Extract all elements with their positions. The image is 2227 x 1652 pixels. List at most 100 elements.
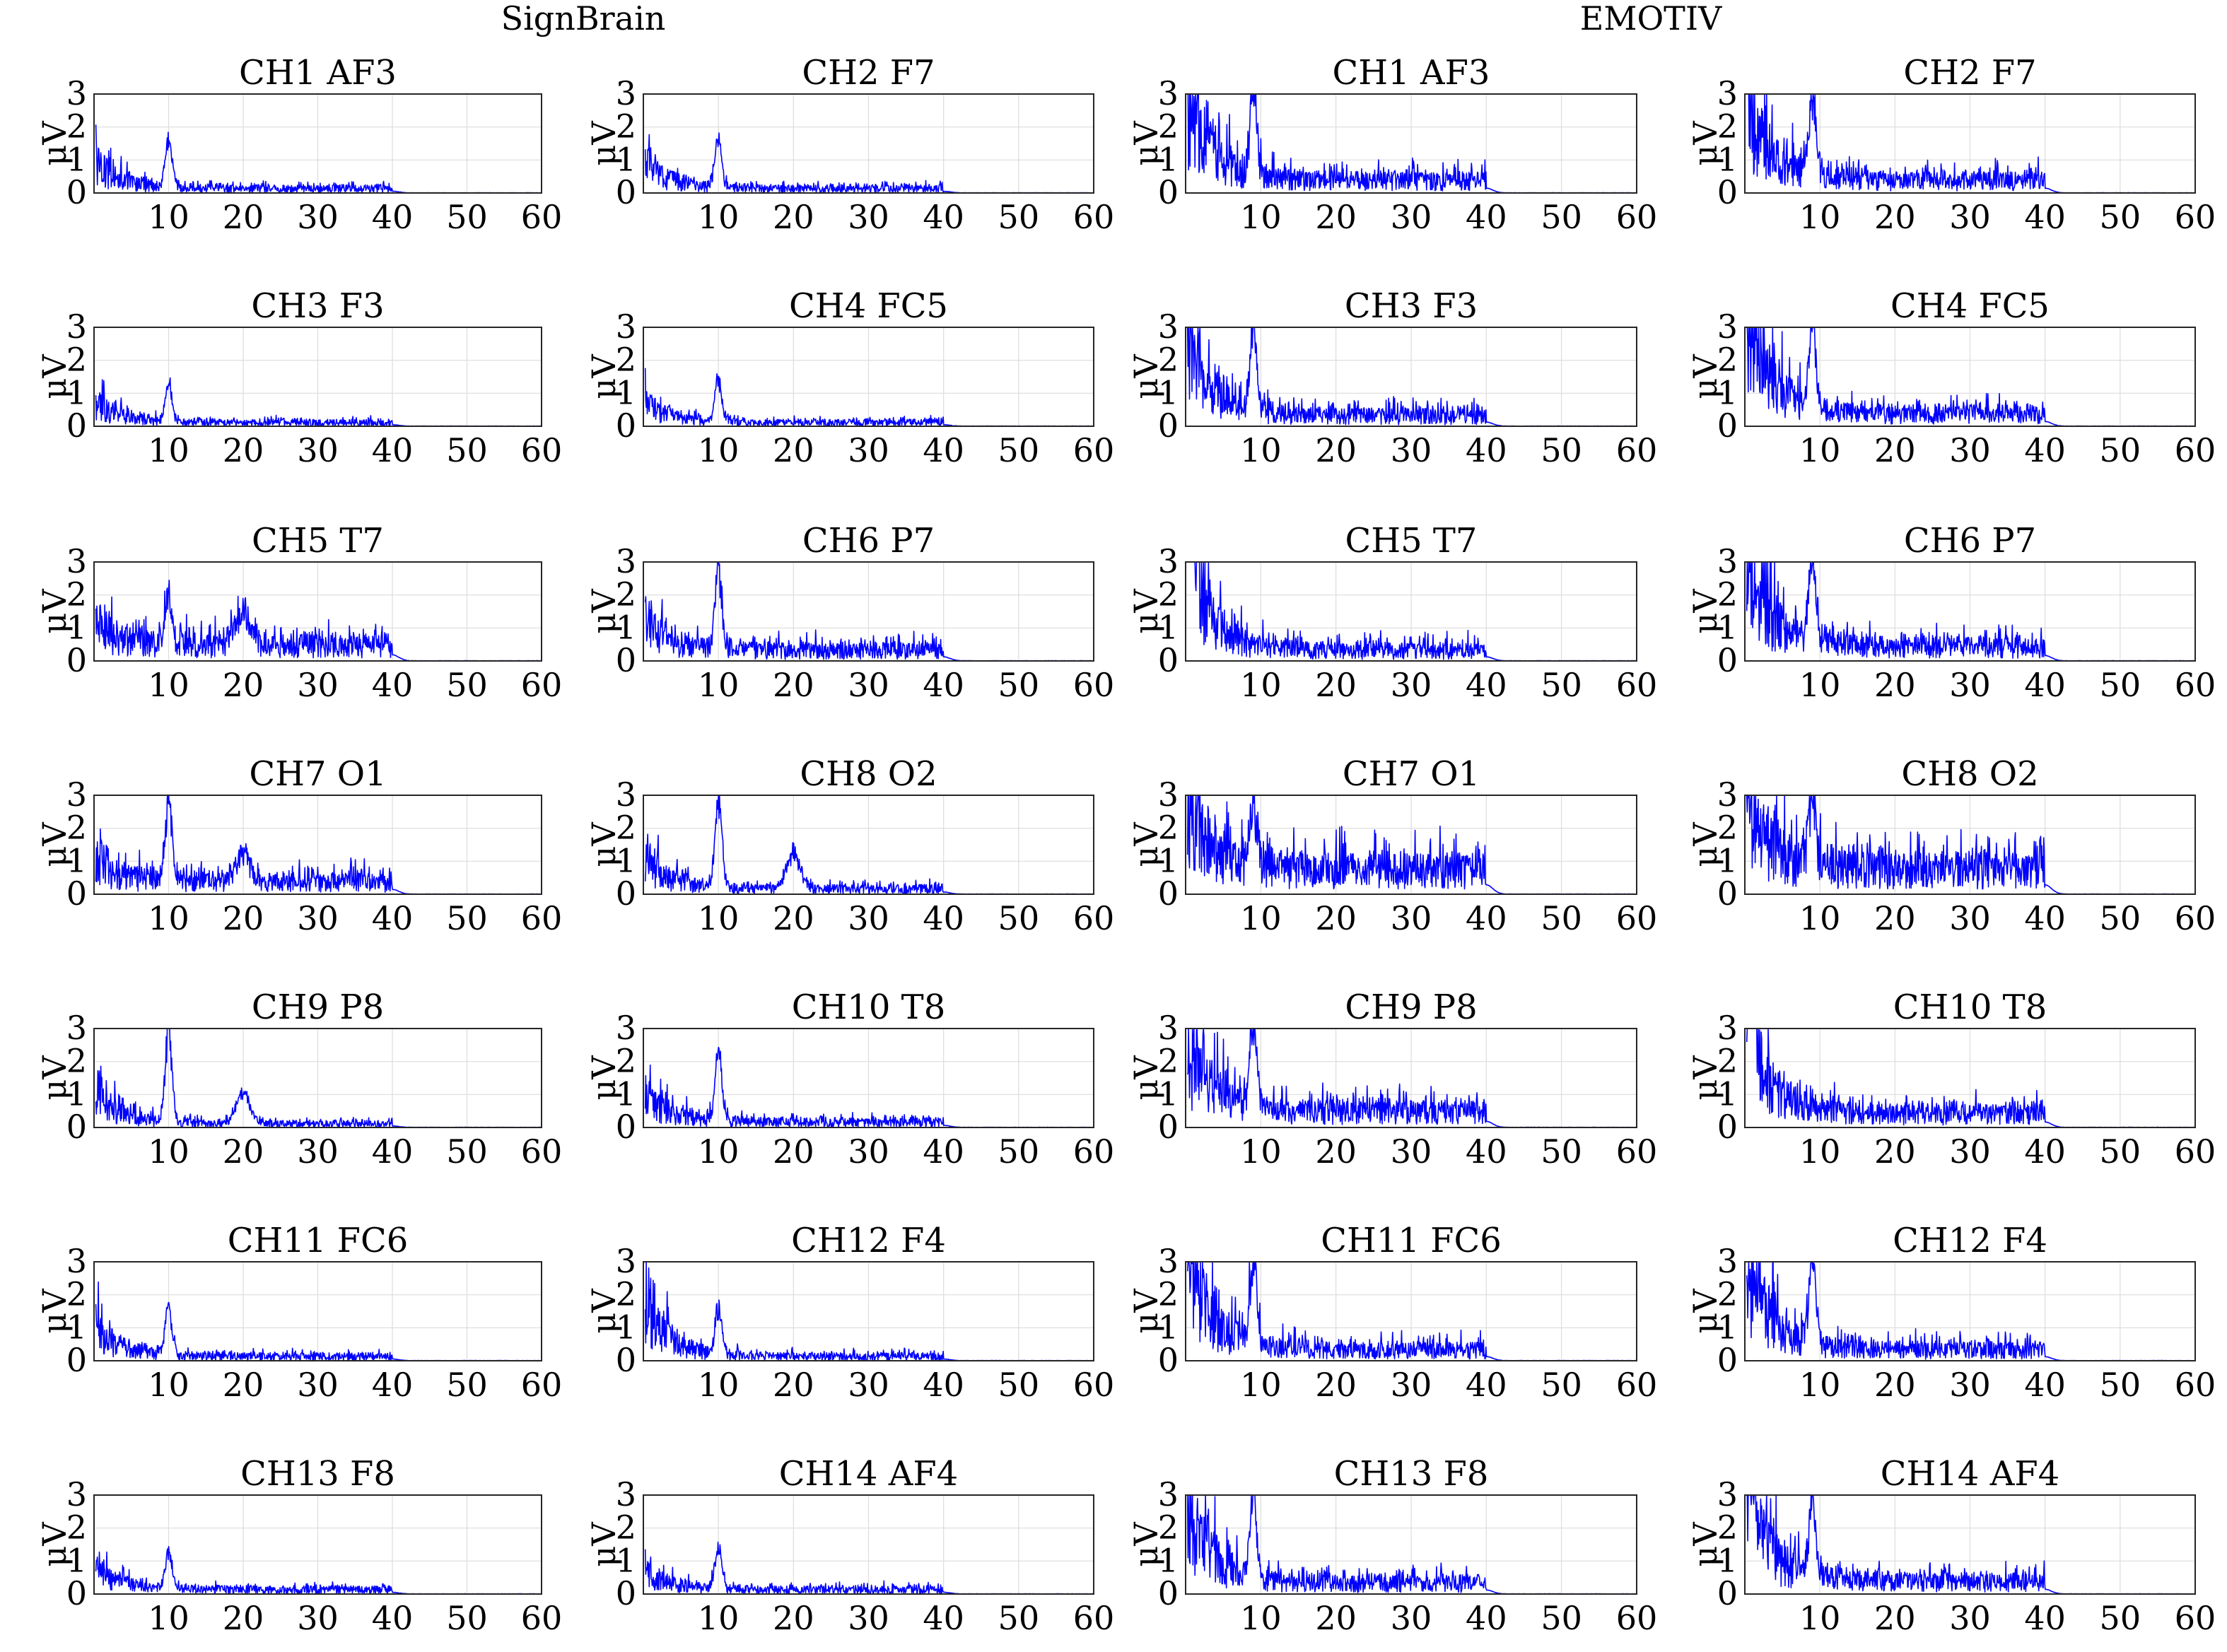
p3-emotiv-ch2-f7-axes-edge [1744,93,2196,194]
p9-signbrain-ch6-p7-xtick-label: 50 [998,666,1040,704]
p9-signbrain-ch6-p7-xtick-label: 60 [1073,666,1115,704]
p18-emotiv-ch9-p8-axes-edge [1185,1028,1637,1128]
p20-signbrain-ch11-fc6-axes-edge [93,1261,542,1361]
p10-emotiv-ch5-t7-ytick-label: 3 [1158,542,1179,580]
p1-signbrain-ch2-f7-ytick-label: 0 [616,173,636,211]
p19-emotiv-ch10-t8-xtick-label: 60 [2175,1132,2216,1171]
p27-emotiv-ch14-af4-xtick-label: 40 [2024,1599,2066,1637]
p23-emotiv-ch12-f4-xtick-label: 20 [1874,1366,1916,1404]
p12-signbrain-ch7-o1-xtick-label: 20 [223,899,264,937]
p0-signbrain-ch1-af3-xtick-label: 60 [521,198,563,236]
p15-emotiv-ch8-o2-axes-edge [1744,795,2196,895]
p12-signbrain-ch7-o1-axes-edge [93,795,542,895]
p13-signbrain-ch8-o2-xtick-label: 10 [698,899,740,937]
p0-signbrain-ch1-af3-title: CH1 AF3 [239,53,397,93]
p7-emotiv-ch4-fc5-axes-edge [1744,327,2196,427]
p19-emotiv-ch10-t8-xtick-label: 30 [1949,1132,1991,1171]
p26-emotiv-ch13-f8-ytick-label: 1 [1158,1541,1179,1579]
p4-signbrain-ch3-f3-axes-edge [93,327,542,427]
p9-signbrain-ch6-p7-ytick-label: 3 [616,542,636,580]
p9-signbrain-ch6-p7-xtick-label: 40 [923,666,964,704]
p6-emotiv-ch3-f3-ylabel: μV [1127,354,1165,399]
p11-emotiv-ch6-p7-ytick-label: 1 [1717,608,1738,646]
p27-emotiv-ch14-af4-ylabel: μV [1686,1522,1724,1567]
p15-emotiv-ch8-o2-xtick-label: 10 [1799,899,1841,937]
p13-signbrain-ch8-o2-ytick-label: 0 [616,874,636,913]
p8-signbrain-ch5-t7-axes-edge [93,561,542,662]
p4-signbrain-ch3-f3-ytick-label: 1 [66,373,87,411]
p3-emotiv-ch2-f7-ytick-label: 1 [1717,140,1738,178]
p9-signbrain-ch6-p7-xtick-label: 30 [848,666,889,704]
p18-emotiv-ch9-p8-xtick-label: 20 [1315,1132,1357,1171]
p9-signbrain-ch6-p7-xtick-label: 20 [773,666,814,704]
p6-emotiv-ch3-f3-xtick-label: 50 [1541,431,1582,469]
p23-emotiv-ch12-f4-xtick-label: 50 [2100,1366,2141,1404]
p21-signbrain-ch12-f4-xtick-label: 10 [698,1366,740,1404]
p26-emotiv-ch13-f8-title: CH13 F8 [1334,1454,1489,1494]
p9-signbrain-ch6-p7-axes-edge [643,561,1094,662]
p24-signbrain-ch13-f8-ytick-label: 1 [66,1541,87,1579]
p19-emotiv-ch10-t8-ytick-label: 3 [1717,1009,1738,1047]
p16-signbrain-ch9-p8-xtick-label: 20 [223,1132,264,1171]
p17-signbrain-ch10-t8-xtick-label: 40 [923,1132,964,1171]
p3-emotiv-ch2-f7-xtick-label: 10 [1799,198,1841,236]
p0-signbrain-ch1-af3-ylabel: μV [35,121,74,166]
p10-emotiv-ch5-t7-xtick-label: 50 [1541,666,1582,704]
p21-signbrain-ch12-f4-xtick-label: 20 [773,1366,814,1404]
p21-signbrain-ch12-f4-ytick-label: 0 [616,1341,636,1379]
p19-emotiv-ch10-t8-xtick-label: 40 [2024,1132,2066,1171]
p0-signbrain-ch1-af3-xtick-label: 20 [223,198,264,236]
p17-signbrain-ch10-t8-ytick-label: 2 [616,1042,636,1080]
p10-emotiv-ch5-t7-ytick-label: 0 [1158,641,1179,679]
p2-emotiv-ch1-af3-ytick-label: 3 [1158,74,1179,112]
p7-emotiv-ch4-fc5-ytick-label: 3 [1717,307,1738,346]
p27-emotiv-ch14-af4-title: CH14 AF4 [1881,1454,2059,1494]
p13-signbrain-ch8-o2-title: CH8 O2 [800,754,937,794]
p26-emotiv-ch13-f8-ytick-label: 2 [1158,1509,1179,1547]
p6-emotiv-ch3-f3-ytick-label: 1 [1158,373,1179,411]
p7-emotiv-ch4-fc5-xtick-label: 10 [1799,431,1841,469]
p7-emotiv-ch4-fc5-xtick-label: 60 [2175,431,2216,469]
p14-emotiv-ch7-o1-xtick-label: 50 [1541,899,1582,937]
p14-emotiv-ch7-o1-ytick-label: 2 [1158,809,1179,847]
p8-signbrain-ch5-t7-xtick-label: 30 [297,666,339,704]
p18-emotiv-ch9-p8-xtick-label: 50 [1541,1132,1582,1171]
p27-emotiv-ch14-af4-ytick-label: 0 [1717,1574,1738,1612]
p17-signbrain-ch10-t8-xtick-label: 50 [998,1132,1040,1171]
p22-emotiv-ch11-fc6-xtick-label: 60 [1616,1366,1658,1404]
p15-emotiv-ch8-o2-ytick-label: 1 [1717,841,1738,879]
p5-signbrain-ch4-fc5-ytick-label: 3 [616,307,636,346]
p12-signbrain-ch7-o1-ytick-label: 2 [66,809,87,847]
p19-emotiv-ch10-t8-title: CH10 T8 [1893,988,2047,1027]
p19-emotiv-ch10-t8-ylabel: μV [1686,1055,1724,1101]
p21-signbrain-ch12-f4-axes-edge [643,1261,1094,1361]
p16-signbrain-ch9-p8-axes-edge [93,1028,542,1128]
p18-emotiv-ch9-p8-title: CH9 P8 [1345,988,1477,1027]
p8-signbrain-ch5-t7-ytick-label: 3 [66,542,87,580]
p8-signbrain-ch5-t7-ytick-label: 0 [66,641,87,679]
p10-emotiv-ch5-t7-ytick-label: 1 [1158,608,1179,646]
p17-signbrain-ch10-t8-xtick-label: 20 [773,1132,814,1171]
p5-signbrain-ch4-fc5-xtick-label: 20 [773,431,814,469]
p26-emotiv-ch13-f8-ytick-label: 0 [1158,1574,1179,1612]
p12-signbrain-ch7-o1-xtick-label: 40 [372,899,414,937]
p12-signbrain-ch7-o1-ylabel: μV [35,822,74,867]
p16-signbrain-ch9-p8-ytick-label: 2 [66,1042,87,1080]
p9-signbrain-ch6-p7-title: CH6 P7 [802,521,935,561]
p17-signbrain-ch10-t8-ytick-label: 3 [616,1009,636,1047]
p26-emotiv-ch13-f8-ytick-label: 3 [1158,1475,1179,1513]
p14-emotiv-ch7-o1-title: CH7 O1 [1343,754,1480,794]
p12-signbrain-ch7-o1-ytick-label: 1 [66,841,87,879]
p20-signbrain-ch11-fc6-xtick-label: 40 [372,1366,414,1404]
p18-emotiv-ch9-p8-xtick-label: 40 [1466,1132,1507,1171]
p3-emotiv-ch2-f7-ylabel: μV [1686,121,1724,166]
